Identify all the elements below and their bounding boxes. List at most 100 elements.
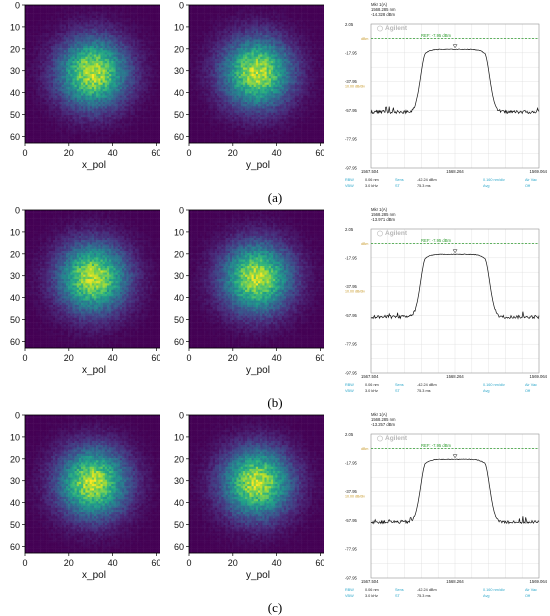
heatmap-ytick-label: 0 (15, 1, 20, 11)
heatmap-ytick-label: 20 (10, 249, 20, 259)
heatmap-ytick-label: 0 (179, 1, 184, 11)
heatmap-xlabel: x_pol (82, 570, 106, 581)
heatmap-ytick-label: 60 (174, 542, 184, 552)
osa-xtick-label: 1567.504 (361, 374, 379, 379)
heatmap-ytick-label: 30 (174, 66, 184, 76)
heatmap-xtick-label: 40 (108, 558, 118, 568)
heatmap-ytick-label: 20 (174, 249, 184, 259)
osa-footer-text: Avg (483, 184, 489, 188)
osa-ytick-label: -37.95 (345, 284, 358, 289)
osa-footer-text: Off (525, 389, 531, 393)
heatmap-cells (25, 5, 160, 143)
side-label: dBm (361, 447, 368, 451)
osa-footer-text: Off (525, 184, 531, 188)
osa-footer-text: 0.06 nm (365, 178, 379, 182)
osa-footer-text: Air Vac (525, 178, 537, 182)
osa-footer-text: Sens (395, 178, 404, 182)
brand-logo: Agilent (385, 230, 408, 237)
osa-footer-text: RBW (345, 588, 354, 592)
heatmap-ytick-label: 0 (179, 411, 184, 421)
heatmap-ytick-label: 50 (10, 315, 20, 325)
heatmap-ytick-label: 10 (10, 227, 20, 237)
osa-footer-text: 0.160 nm/div (483, 383, 505, 387)
heatmap-ytick-label: 10 (174, 432, 184, 442)
osa-xtick-label: 1568.264 (446, 579, 464, 584)
osa-footer-text: 3.0 kHz (365, 184, 378, 188)
osa-footer-text: -42.24 dBm (417, 178, 437, 182)
heatmap-xtick-label: 60 (315, 558, 324, 568)
osa-footer-text: RBW (345, 383, 354, 387)
heatmap-cells (189, 415, 324, 553)
ref-label: REF: -7.95 dBm (421, 33, 452, 38)
brand-logo: Agilent (385, 435, 408, 442)
heatmap-xtick-label: 20 (228, 558, 238, 568)
osa-footer-text: 0.160 nm/div (483, 178, 505, 182)
heatmap-ytick-label: 10 (10, 432, 20, 442)
heatmap-xtick-label: 60 (151, 353, 160, 363)
osa-footer-text: Off (525, 594, 531, 598)
heatmap-xtick-label: 0 (186, 558, 191, 568)
osa-footer-text: RBW (345, 178, 354, 182)
heatmap-xtick-label: 40 (108, 353, 118, 363)
osa-ytick-label: -57.95 (345, 108, 358, 113)
heatmap-cells (25, 415, 160, 553)
heatmap-ytick-label: 40 (10, 498, 20, 508)
side-label: 10.00 dB/div (345, 494, 365, 498)
osa-footer-text: ST (395, 594, 401, 598)
osa-ytick-label: -77.95 (345, 137, 358, 142)
heatmap-cells (189, 5, 324, 143)
osa-spectrum-svg: Mkr 1(A)1568.285 nm-13.257 dBm2.05Agilen… (343, 410, 550, 600)
heatmap-xtick-label: 60 (315, 353, 324, 363)
marker-power: -13.971 dBm (371, 217, 395, 222)
osa-footer-text: Avg (483, 389, 489, 393)
osa-footer-text: ST (395, 389, 401, 393)
heatmap-ytick-label: 30 (10, 476, 20, 486)
ref-label: REF: -7.95 dBm (421, 443, 452, 448)
heatmap-xtick-label: 60 (315, 148, 324, 158)
heatmap-xtick-label: 0 (22, 353, 27, 363)
heatmap-ytick-label: 40 (174, 88, 184, 98)
heatmap-ytick-label: 30 (174, 476, 184, 486)
osa-xtick-label: 1568.264 (446, 374, 464, 379)
osa-ytick-label: -77.95 (345, 547, 358, 552)
heatmap-xtick-label: 40 (272, 558, 282, 568)
panel-caption: (b) (0, 395, 550, 411)
osa-footer-text: 3.0 kHz (365, 594, 378, 598)
heatmap-ytick-label: 60 (174, 337, 184, 347)
heatmap-ytick-label: 50 (10, 110, 20, 120)
osa-xtick-label: 1567.504 (361, 169, 379, 174)
heatmap-xtick-label: 20 (64, 558, 74, 568)
heatmap-xlabel: y_pol (246, 570, 270, 581)
osa-footer-text: 75.3 ms (417, 184, 431, 188)
heatmap-ytick-label: 20 (174, 44, 184, 54)
osa-ytick-label: -97.95 (345, 166, 358, 171)
heatmap-xtick-label: 0 (186, 148, 191, 158)
heatmap-ytick-label: 10 (174, 22, 184, 32)
marker-power: -13.257 dBm (371, 422, 395, 427)
heatmap-ytick-label: 60 (10, 132, 20, 142)
side-label: dBm (361, 37, 368, 41)
heatmap-ytick-label: 40 (10, 88, 20, 98)
heatmap-ytick-label: 20 (10, 454, 20, 464)
marker-power: -14.328 dBm (371, 12, 395, 17)
heatmap-ytick-label: 0 (15, 206, 20, 216)
osa-xtick-label: 1569.064 (530, 169, 548, 174)
osa-xtick-label: 1569.064 (530, 579, 548, 584)
osa-ytick-label: -17.95 (345, 460, 358, 465)
osa-footer-text: -42.24 dBm (417, 588, 437, 592)
heatmap-ytick-label: 30 (10, 66, 20, 76)
heatmap-xlabel: y_pol (246, 365, 270, 376)
heatmap-ytick-label: 0 (15, 411, 20, 421)
osa-footer-text: Sens (395, 588, 404, 592)
panel-caption: (a) (0, 190, 550, 206)
heatmap-ytick-label: 20 (10, 44, 20, 54)
heatmap-ytick-label: 40 (174, 498, 184, 508)
